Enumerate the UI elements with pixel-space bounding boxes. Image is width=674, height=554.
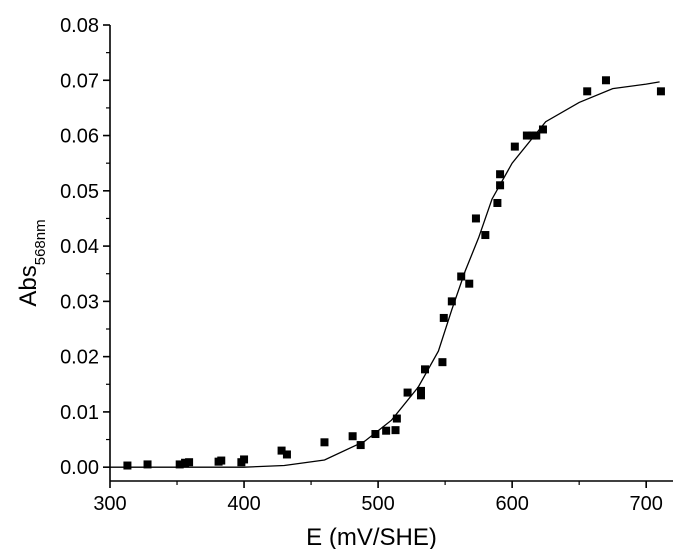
data-point <box>457 272 466 281</box>
data-point <box>601 76 610 85</box>
x-tick-label: 500 <box>361 493 394 515</box>
y-tick-label: 0.06 <box>60 126 99 148</box>
data-point <box>416 391 425 400</box>
data-point <box>181 458 190 467</box>
x-tick-label: 400 <box>227 493 260 515</box>
data-point <box>371 430 380 439</box>
data-point <box>175 460 184 469</box>
data-point <box>465 279 474 288</box>
y-tick-label: 0.00 <box>60 457 99 479</box>
data-point <box>532 131 541 140</box>
y-tick-label: 0.04 <box>60 236 99 258</box>
y-tick-label: 0.03 <box>60 291 99 313</box>
data-point <box>439 313 448 322</box>
x-tick-label: 700 <box>630 493 663 515</box>
data-point <box>320 438 329 447</box>
y-axis-title-main: Abs <box>15 265 42 306</box>
data-point <box>538 125 547 134</box>
x-axis-title: E (mV/SHE) <box>306 524 437 549</box>
y-tick-label: 0.08 <box>60 15 99 37</box>
x-tick-label: 600 <box>495 493 528 515</box>
y-axis-title-subscript: 568nm <box>32 219 49 265</box>
data-point <box>240 455 249 464</box>
data-point <box>348 432 357 441</box>
data-point <box>416 386 425 395</box>
data-points-group <box>123 76 665 470</box>
data-point <box>143 460 152 469</box>
data-point <box>656 87 665 96</box>
fit-curve <box>110 81 660 468</box>
data-point <box>447 297 456 306</box>
data-point <box>391 426 400 435</box>
data-point <box>282 450 291 459</box>
data-point <box>392 414 401 423</box>
y-tick-label: 0.02 <box>60 347 99 369</box>
y-axis-ticks: 0.00 0.01 0.02 0.03 0.04 0.05 0.06 0.07 0.08 <box>60 15 110 479</box>
y-tick-label: 0.07 <box>60 70 99 92</box>
x-axis-ticks: 300 400 500 600 700 <box>93 481 663 515</box>
data-point <box>496 181 505 190</box>
data-point <box>123 461 132 470</box>
x-tick-label: 300 <box>93 493 126 515</box>
y-axis-title: Abs568nm <box>15 219 49 306</box>
data-point <box>277 446 286 455</box>
fit-curve-group <box>110 81 660 468</box>
data-point <box>481 231 490 240</box>
data-point <box>382 426 391 435</box>
data-point <box>510 142 519 151</box>
data-point <box>217 456 226 465</box>
data-point <box>356 441 365 450</box>
data-point <box>421 365 430 374</box>
data-point <box>403 388 412 397</box>
y-tick-label: 0.05 <box>60 181 99 203</box>
data-point <box>471 214 480 223</box>
data-point <box>496 170 505 179</box>
data-point <box>185 458 194 467</box>
data-point <box>522 131 531 140</box>
data-point <box>583 87 592 96</box>
data-point <box>493 198 502 207</box>
data-point <box>528 131 537 140</box>
y-tick-label: 0.01 <box>60 402 99 424</box>
data-point <box>438 358 447 367</box>
